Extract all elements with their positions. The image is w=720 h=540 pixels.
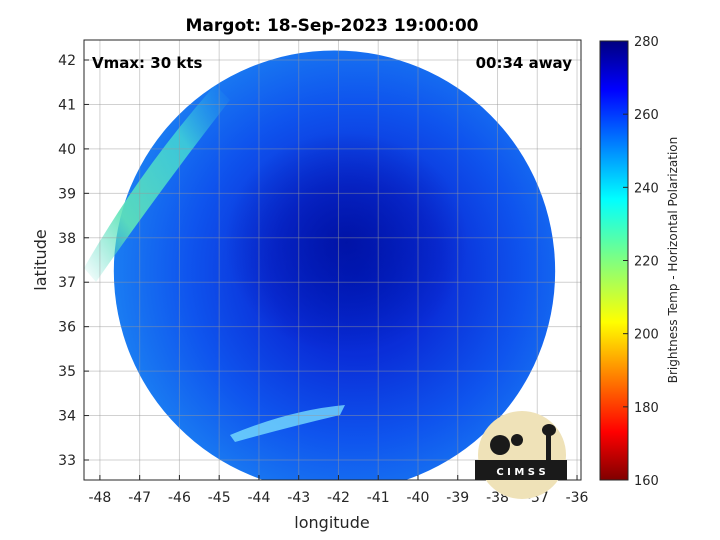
- x-tick-label: -44: [248, 490, 271, 506]
- cimss-logo: C I M S S: [475, 411, 567, 499]
- colorbar-tick-label: 220: [634, 255, 659, 270]
- colorbar-ticks: 160 180 200 220 240 260 280: [623, 35, 659, 489]
- x-axis-label: longitude: [294, 513, 369, 532]
- colorbar-tick-label: 280: [634, 35, 659, 50]
- colorbar-tick-label: 160: [634, 474, 659, 489]
- y-tick-label: 35: [58, 364, 76, 380]
- x-tick-label: -36: [566, 490, 589, 506]
- y-tick-label: 36: [58, 320, 76, 336]
- colorbar-tick-label: 200: [634, 328, 659, 343]
- x-tick-label: -47: [128, 490, 151, 506]
- y-axis-ticks: 33 34 35 36 37 38 39 40 41 42: [58, 53, 89, 469]
- y-tick-label: 41: [58, 97, 76, 113]
- axes-frame: [83, 39, 582, 481]
- y-tick-label: 33: [58, 453, 76, 469]
- cold-band-northwest: [84, 85, 230, 282]
- logo-text: C I M S S: [496, 467, 545, 478]
- y-tick-label: 39: [58, 186, 76, 202]
- x-tick-label: -45: [208, 490, 231, 506]
- cold-band-south: [230, 405, 345, 442]
- y-tick-label: 38: [58, 231, 76, 247]
- x-tick-label: -41: [367, 490, 390, 506]
- swath-layer: [84, 50, 556, 480]
- x-tick-label: -40: [407, 490, 430, 506]
- y-tick-label: 34: [58, 409, 76, 425]
- x-tick-label: -39: [446, 490, 469, 506]
- vmax-annotation: Vmax: 30 kts: [92, 54, 202, 72]
- chart-title: Margot: 18-Sep-2023 19:00:00: [186, 16, 479, 36]
- colorbar-label: Brightness Temp - Horizontal Polarizatio…: [666, 137, 680, 384]
- colorbar-tick-label: 240: [634, 181, 659, 196]
- x-tick-label: -46: [168, 490, 191, 506]
- water-tower-icon: [542, 424, 556, 436]
- colorbar-tick-label: 260: [634, 108, 659, 123]
- x-tick-label: -43: [287, 490, 310, 506]
- y-axis-label: latitude: [31, 229, 50, 290]
- time-away-annotation: 00:34 away: [476, 54, 573, 72]
- grid-lines: [84, 40, 581, 480]
- x-tick-label: -42: [327, 490, 350, 506]
- x-tick-label: -48: [88, 490, 111, 506]
- colorbar-tick-label: 180: [634, 401, 659, 416]
- y-tick-label: 40: [58, 142, 76, 158]
- storm-core: [225, 131, 468, 353]
- y-tick-label: 37: [58, 275, 76, 291]
- satellite-dish-icon: [490, 435, 510, 455]
- y-tick-label: 42: [58, 53, 76, 69]
